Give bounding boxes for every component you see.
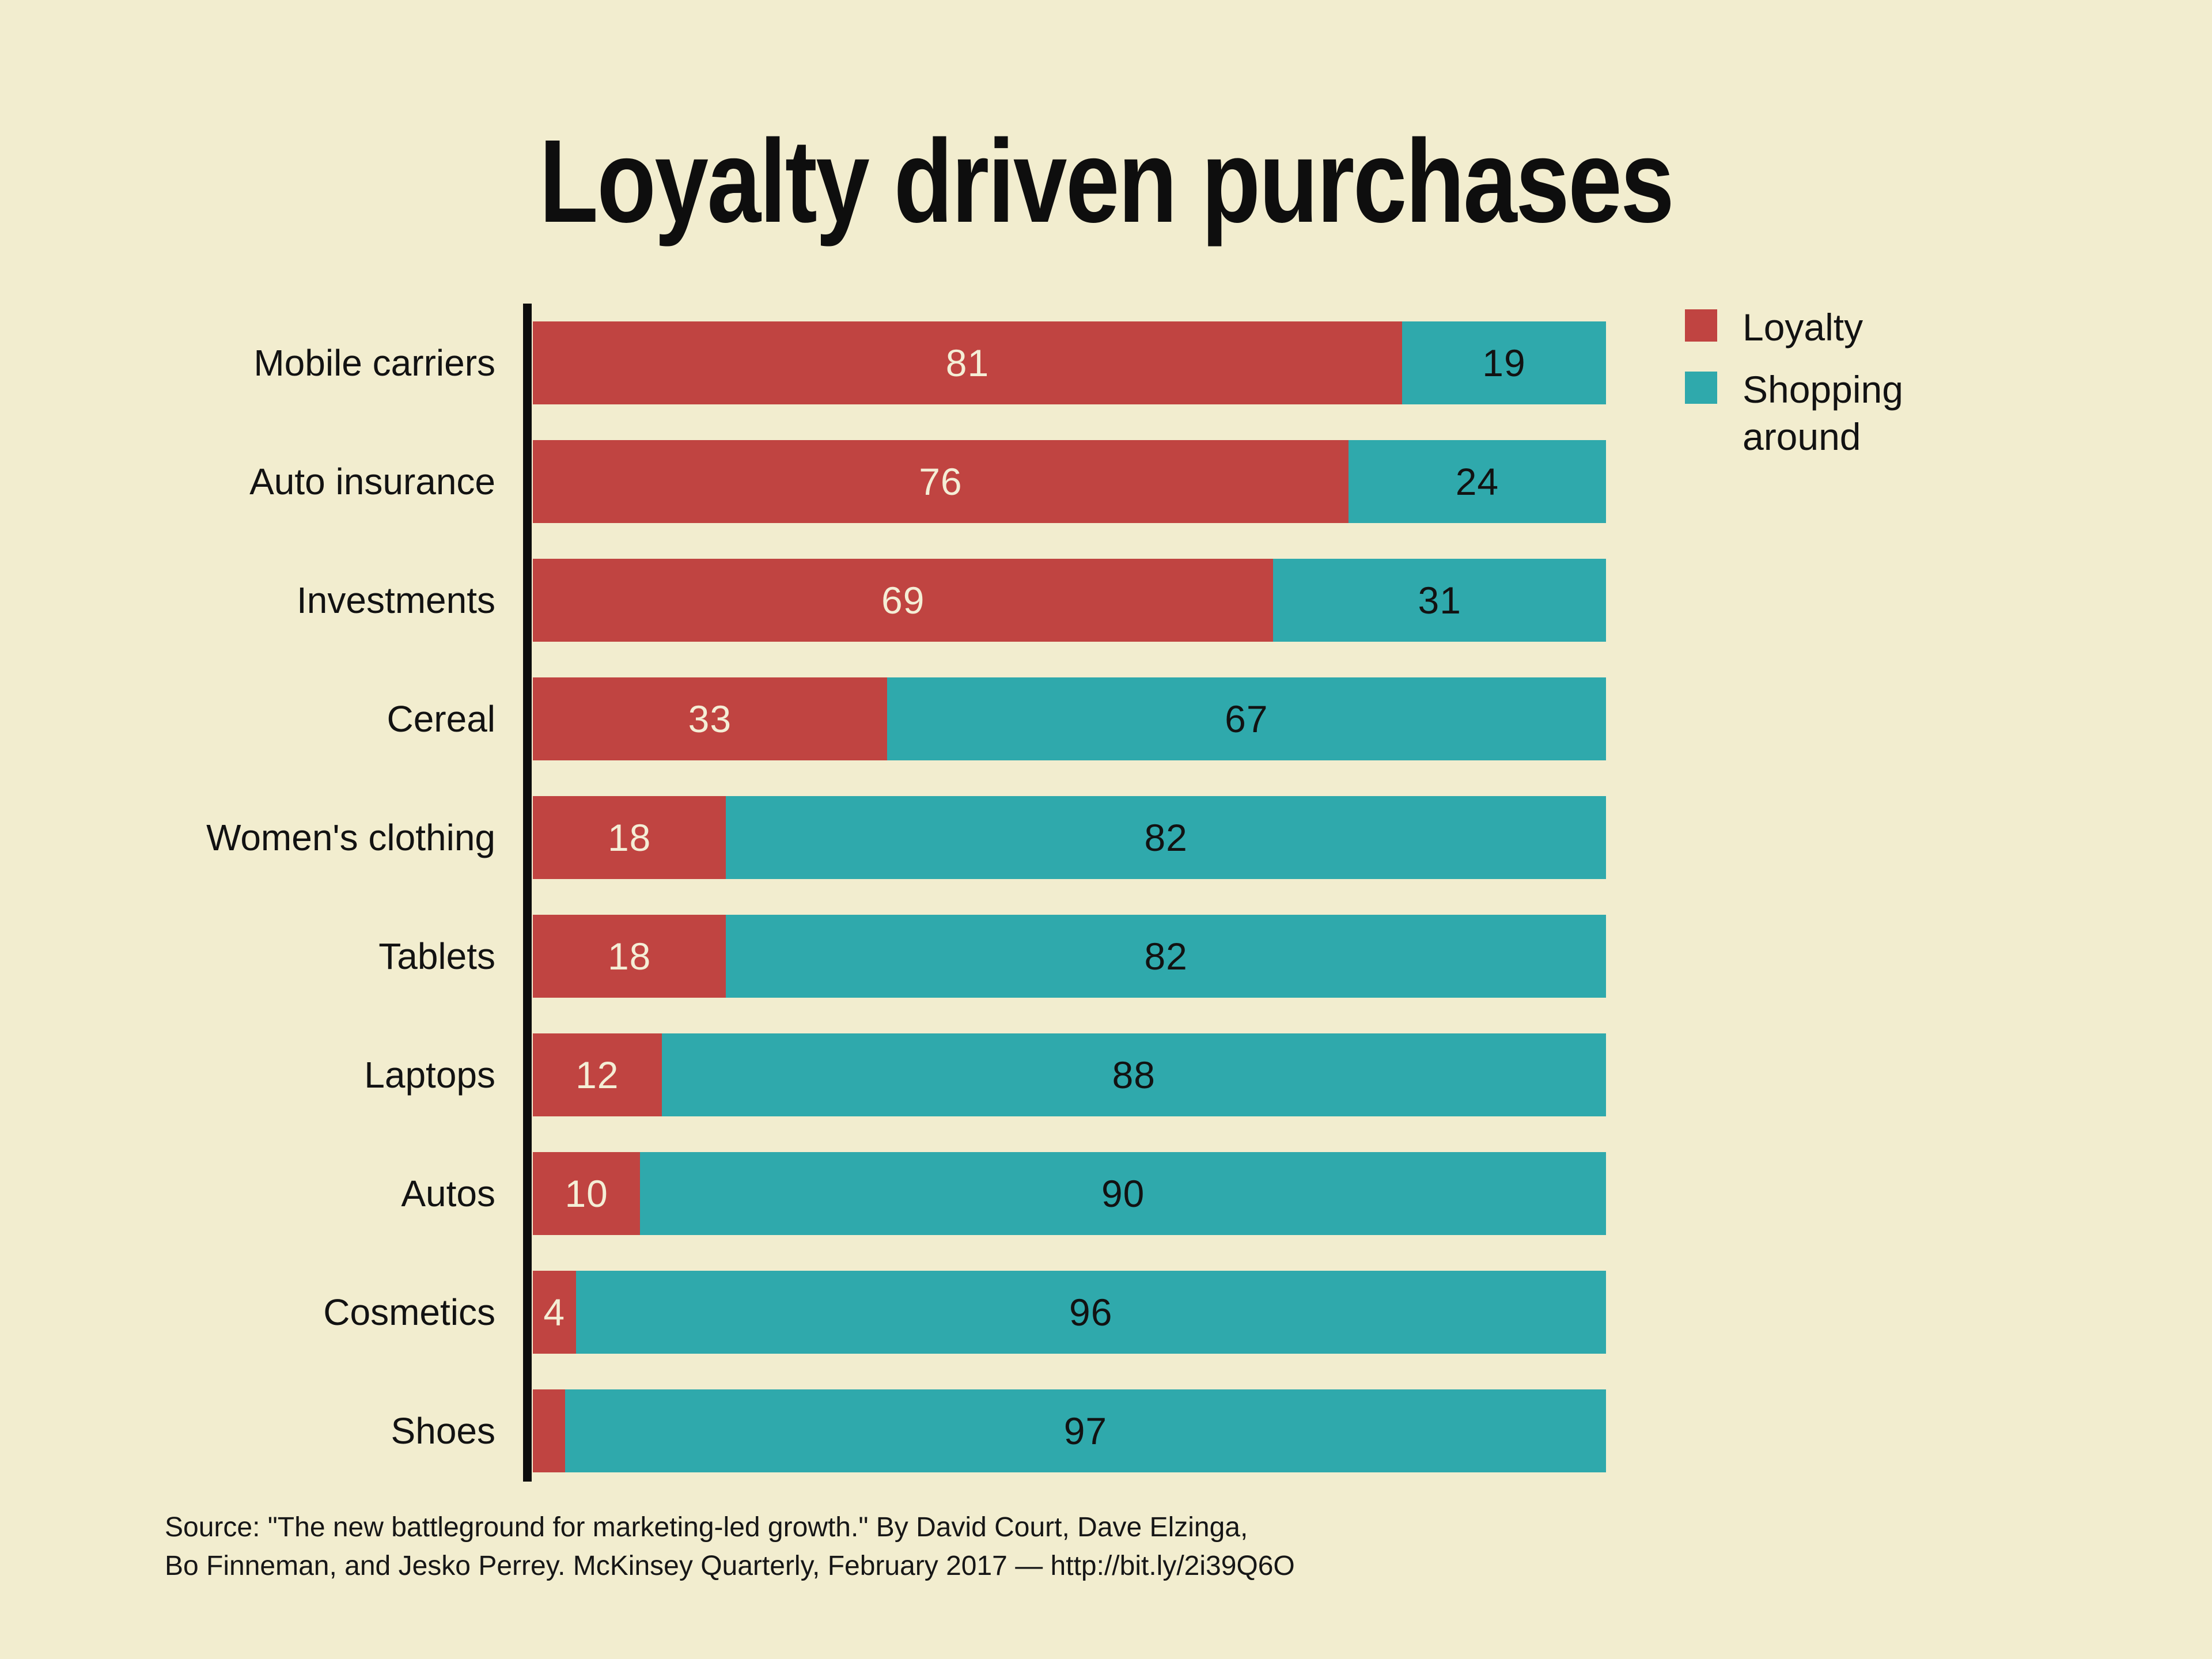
shopping-value-label: 31 bbox=[1418, 579, 1461, 622]
chart-row: Women's clothing 18 82 bbox=[0, 778, 1607, 897]
loyalty-bar-segment: 81 bbox=[533, 321, 1403, 404]
loyalty-swatch bbox=[1685, 309, 1717, 342]
category-label: Investments bbox=[296, 579, 495, 621]
legend-item-loyalty: Loyalty bbox=[1685, 304, 1933, 351]
shopping-swatch bbox=[1685, 372, 1717, 404]
category-label: Autos bbox=[401, 1173, 495, 1214]
loyalty-value-label: 76 bbox=[919, 460, 963, 503]
shopping-value-label: 24 bbox=[1455, 460, 1499, 503]
shopping-value-label: 82 bbox=[1144, 935, 1188, 978]
source-line-1: Source: "The new battleground for market… bbox=[165, 1512, 1248, 1543]
bar-group: 18 82 bbox=[533, 796, 1606, 879]
source-note: Source: "The new battleground for market… bbox=[165, 1508, 1295, 1585]
loyalty-value-label: 81 bbox=[945, 342, 990, 384]
loyalty-bar-segment: 10 bbox=[533, 1152, 641, 1235]
category-label: Auto insurance bbox=[249, 461, 495, 502]
category-label: Women's clothing bbox=[206, 817, 495, 858]
category-label: Mobile carriers bbox=[253, 342, 495, 384]
category-label: Laptops bbox=[364, 1054, 495, 1096]
shopping-bar-segment: 82 bbox=[726, 915, 1606, 998]
y-axis-line bbox=[523, 304, 532, 1482]
shopping-bar-segment: 19 bbox=[1402, 321, 1606, 404]
loyalty-value-label: 33 bbox=[688, 698, 732, 740]
loyalty-bar-segment: 4 bbox=[533, 1271, 576, 1354]
category-label: Cosmetics bbox=[323, 1291, 495, 1333]
bar-group: 69 31 bbox=[533, 559, 1606, 642]
shopping-bar-segment: 97 bbox=[565, 1389, 1606, 1472]
shopping-value-label: 19 bbox=[1482, 342, 1526, 384]
category-label: Cereal bbox=[387, 698, 495, 740]
legend-label-shopping: Shopping around bbox=[1743, 368, 1903, 458]
chart-row: Cosmetics 4 96 bbox=[0, 1253, 1607, 1372]
loyalty-bar-segment: 12 bbox=[533, 1033, 662, 1116]
source-line-2: Bo Finneman, and Jesko Perrey. McKinsey … bbox=[165, 1551, 1295, 1581]
loyalty-value-label: 4 bbox=[543, 1291, 566, 1334]
shopping-bar-segment: 88 bbox=[661, 1033, 1606, 1116]
chart-row: Mobile carriers 81 19 bbox=[0, 304, 1607, 422]
loyalty-bar-segment: 18 bbox=[533, 915, 726, 998]
loyalty-value-label: 12 bbox=[575, 1054, 619, 1096]
shopping-value-label: 67 bbox=[1225, 698, 1268, 740]
loyalty-value-label: 10 bbox=[565, 1172, 608, 1215]
bar-group: 81 19 bbox=[533, 321, 1606, 404]
shopping-value-label: 90 bbox=[1101, 1172, 1145, 1215]
shopping-bar-segment: 96 bbox=[575, 1271, 1606, 1354]
shopping-value-label: 88 bbox=[1112, 1054, 1156, 1096]
bar-group: 4 96 bbox=[533, 1271, 1606, 1354]
loyalty-bar-segment: 69 bbox=[533, 559, 1274, 642]
legend-label-loyalty: Loyalty bbox=[1743, 306, 1863, 349]
bar-group: 97 bbox=[533, 1389, 1606, 1472]
chart-row: Auto insurance 76 24 bbox=[0, 422, 1607, 541]
loyalty-bar-segment: 76 bbox=[533, 440, 1349, 523]
legend: Loyalty Shopping around bbox=[1685, 304, 1933, 460]
shopping-value-label: 96 bbox=[1069, 1291, 1113, 1334]
loyalty-value-label: 69 bbox=[881, 579, 925, 622]
shopping-bar-segment: 67 bbox=[887, 677, 1606, 760]
bar-chart: Mobile carriers 81 19 Auto insurance 76 24 Inv… bbox=[0, 304, 1607, 1490]
chart-row: Shoes 97 bbox=[0, 1372, 1607, 1490]
legend-item-shopping: Shopping around bbox=[1685, 366, 1933, 460]
chart-row: Cereal 33 67 bbox=[0, 660, 1607, 778]
bar-group: 12 88 bbox=[533, 1033, 1606, 1116]
chart-row: Tablets 18 82 bbox=[0, 897, 1607, 1016]
chart-row: Autos 10 90 bbox=[0, 1134, 1607, 1253]
shopping-bar-segment: 90 bbox=[640, 1152, 1606, 1235]
shopping-bar-segment: 82 bbox=[726, 796, 1606, 879]
bar-group: 76 24 bbox=[533, 440, 1606, 523]
bar-group: 33 67 bbox=[533, 677, 1606, 760]
category-label: Tablets bbox=[378, 935, 495, 977]
chart-row: Investments 69 31 bbox=[0, 541, 1607, 660]
bar-group: 10 90 bbox=[533, 1152, 1606, 1235]
title-wrap: Loyalty driven purchases bbox=[0, 122, 2212, 240]
shopping-bar-segment: 24 bbox=[1348, 440, 1606, 523]
loyalty-bar-segment: 33 bbox=[533, 677, 887, 760]
loyalty-value-label: 18 bbox=[607, 816, 652, 859]
shopping-bar-segment: 31 bbox=[1273, 559, 1606, 642]
category-label: Shoes bbox=[391, 1410, 495, 1452]
bar-group: 18 82 bbox=[533, 915, 1606, 998]
shopping-value-label: 97 bbox=[1063, 1410, 1108, 1452]
loyalty-bar-segment: 18 bbox=[533, 796, 726, 879]
loyalty-bar-segment bbox=[533, 1389, 565, 1472]
shopping-value-label: 82 bbox=[1144, 816, 1188, 859]
loyalty-value-label: 18 bbox=[607, 935, 652, 978]
chart-title: Loyalty driven purchases bbox=[539, 115, 1675, 247]
chart-row: Laptops 12 88 bbox=[0, 1016, 1607, 1134]
